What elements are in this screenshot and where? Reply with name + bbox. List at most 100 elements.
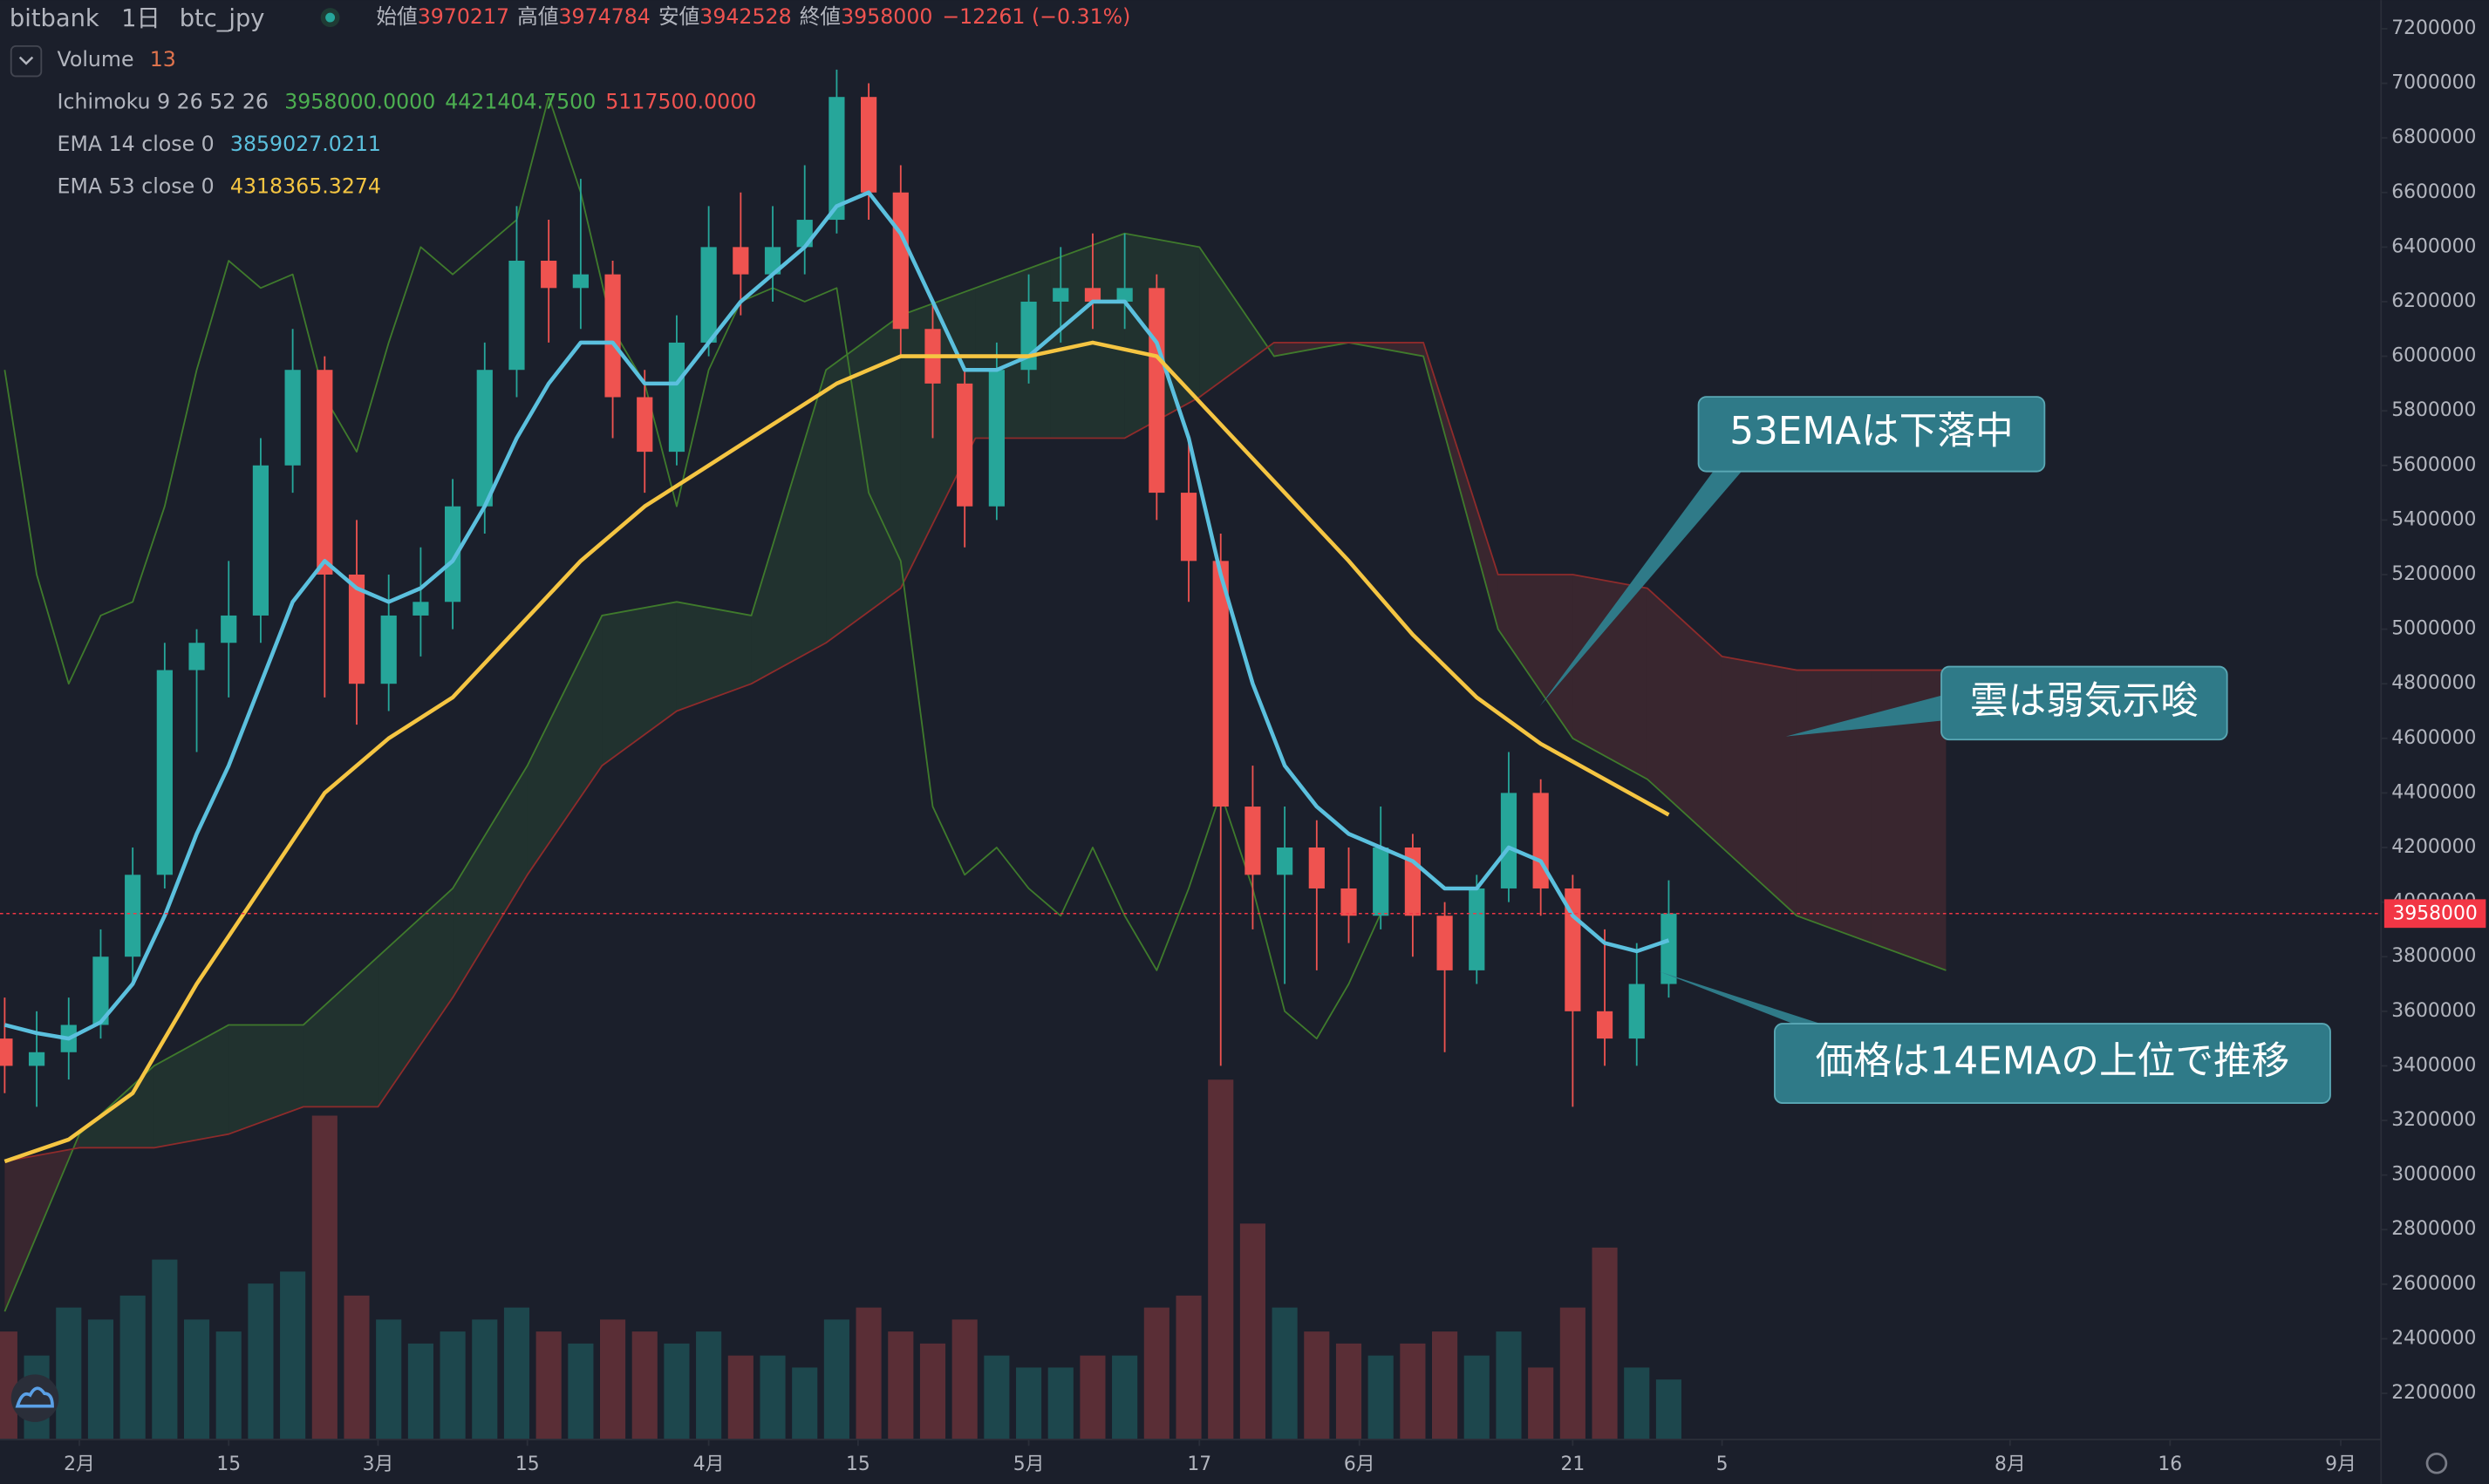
candle-body <box>733 247 749 275</box>
candle-body <box>1469 888 1485 970</box>
axis-layer: 2200000 2400000 2600000 2800000 3000000 32000… <box>0 17 2486 1475</box>
interval: 1日 <box>121 4 160 31</box>
volume-bar <box>56 1307 82 1440</box>
span-b-line <box>4 342 1947 1162</box>
ohlc-value: 3958000 <box>841 4 932 29</box>
cloud-fill <box>1871 670 1947 970</box>
volume-bar <box>1239 1223 1265 1440</box>
x-tick-label: 5月 <box>1013 1453 1045 1475</box>
y-tick-label: 5800000 <box>2391 399 2476 421</box>
candle-body <box>1596 1011 1613 1039</box>
ohlc-label: 始値 <box>376 4 417 29</box>
volume-bar <box>1080 1355 1106 1440</box>
volume-bar <box>631 1331 658 1440</box>
cloud-fill <box>1199 247 1274 398</box>
x-tick-label: 16 <box>2158 1453 2182 1475</box>
volume-bar <box>1143 1307 1169 1440</box>
x-tick-label: 6月 <box>1344 1453 1375 1475</box>
y-tick-label: 3400000 <box>2391 1054 2476 1076</box>
y-tick-label: 6800000 <box>2391 126 2476 148</box>
ema-line <box>3 340 1670 1164</box>
logo[interactable] <box>10 1374 59 1422</box>
candle-body <box>1660 913 1677 984</box>
cloud-fill <box>1647 588 1722 848</box>
x-tick-label: 2月 <box>64 1453 95 1475</box>
volume-bar <box>1432 1331 1458 1440</box>
volume-bar <box>440 1331 466 1440</box>
y-tick-label: 2400000 <box>2391 1327 2476 1349</box>
volume-bar <box>1559 1307 1585 1440</box>
cloud-fill <box>1497 574 1573 739</box>
volume-bar <box>984 1355 1010 1440</box>
y-tick-label: 5000000 <box>2391 618 2476 640</box>
candle-body <box>1180 493 1197 562</box>
candle-body <box>1436 916 1453 970</box>
volume-bar <box>311 1115 338 1440</box>
volume-bar <box>696 1331 722 1440</box>
y-tick-label: 6400000 <box>2391 235 2476 257</box>
candle-body <box>957 383 973 507</box>
volume-bar <box>248 1283 274 1440</box>
cloud-fill <box>751 370 827 684</box>
candle-body <box>861 97 877 193</box>
price-label-box <box>2383 899 2486 929</box>
volume-bar <box>568 1343 594 1440</box>
candle-body <box>1053 288 1069 302</box>
volume-bar <box>856 1307 882 1440</box>
y-tick-label: 6000000 <box>2391 345 2476 367</box>
logo-icon <box>15 1386 54 1408</box>
candle-body <box>284 370 301 466</box>
x-tick-label: 9月 <box>2325 1453 2356 1475</box>
callout-text: 53EMAは下落中 <box>1729 409 2013 453</box>
x-tick-label: 15 <box>846 1453 870 1475</box>
volume-bar <box>503 1307 530 1440</box>
cloud-fill <box>378 888 453 1107</box>
volume-bar <box>183 1319 210 1440</box>
x-tick-label: 15 <box>216 1453 241 1475</box>
indicator-row: Ichimoku 9 26 52 26 3958000.0000 4421404.7… <box>58 89 757 113</box>
volume-bar <box>727 1355 754 1440</box>
callout-pointer <box>1785 695 1943 737</box>
volume-bar <box>87 1319 114 1440</box>
symbol-line: bitbank 1日 btc_jpy <box>10 4 265 31</box>
volume-bar <box>1304 1331 1330 1440</box>
volume-bar <box>1335 1343 1362 1440</box>
ohlc-value: 3970217 <box>418 4 509 29</box>
ema-line <box>3 190 1670 1041</box>
symbol: btc_jpy <box>180 4 265 31</box>
cloud-fill <box>303 956 378 1107</box>
candle-body <box>1340 888 1357 916</box>
x-tick-label: 15 <box>515 1453 540 1475</box>
volume-bar <box>1208 1079 1234 1440</box>
collapse-button[interactable] <box>10 44 43 78</box>
x-tick-label: 5 <box>1716 1453 1729 1475</box>
indicator-legend: Volume 13 Ichimoku 9 26 52 26 3958000.0000 4… <box>58 47 757 198</box>
volume-bar <box>1496 1331 1522 1440</box>
change: −12261 (−0.31%) <box>942 4 1130 29</box>
volume-bar <box>599 1319 626 1440</box>
settings-button[interactable] <box>2425 1452 2448 1474</box>
indicator-value: 13 <box>150 47 176 71</box>
price-label: 3958000 <box>2393 903 2478 925</box>
collapse-icon <box>18 56 34 65</box>
candle-body <box>380 615 397 684</box>
indicator-value: 3859027.0211 <box>230 132 381 156</box>
candle-body <box>1308 848 1325 888</box>
cloud-fill <box>826 315 901 643</box>
candle-body <box>1244 807 1261 875</box>
candle-body <box>1116 288 1133 302</box>
candle-body <box>1084 288 1101 302</box>
candle-body <box>317 370 333 575</box>
volume-bar <box>280 1271 306 1440</box>
span-a-line <box>3 232 1947 1312</box>
volume-bar <box>376 1319 402 1440</box>
volume-bar <box>919 1343 946 1440</box>
indicator-name: Ichimoku 9 26 52 26 <box>58 89 269 113</box>
candle-body <box>0 1038 13 1066</box>
candle-body <box>637 397 653 453</box>
ohlc-label: 安値 <box>658 4 699 29</box>
volume-bar <box>1367 1355 1394 1440</box>
candle-body <box>764 247 781 275</box>
x-tick-label: 3月 <box>363 1453 394 1475</box>
